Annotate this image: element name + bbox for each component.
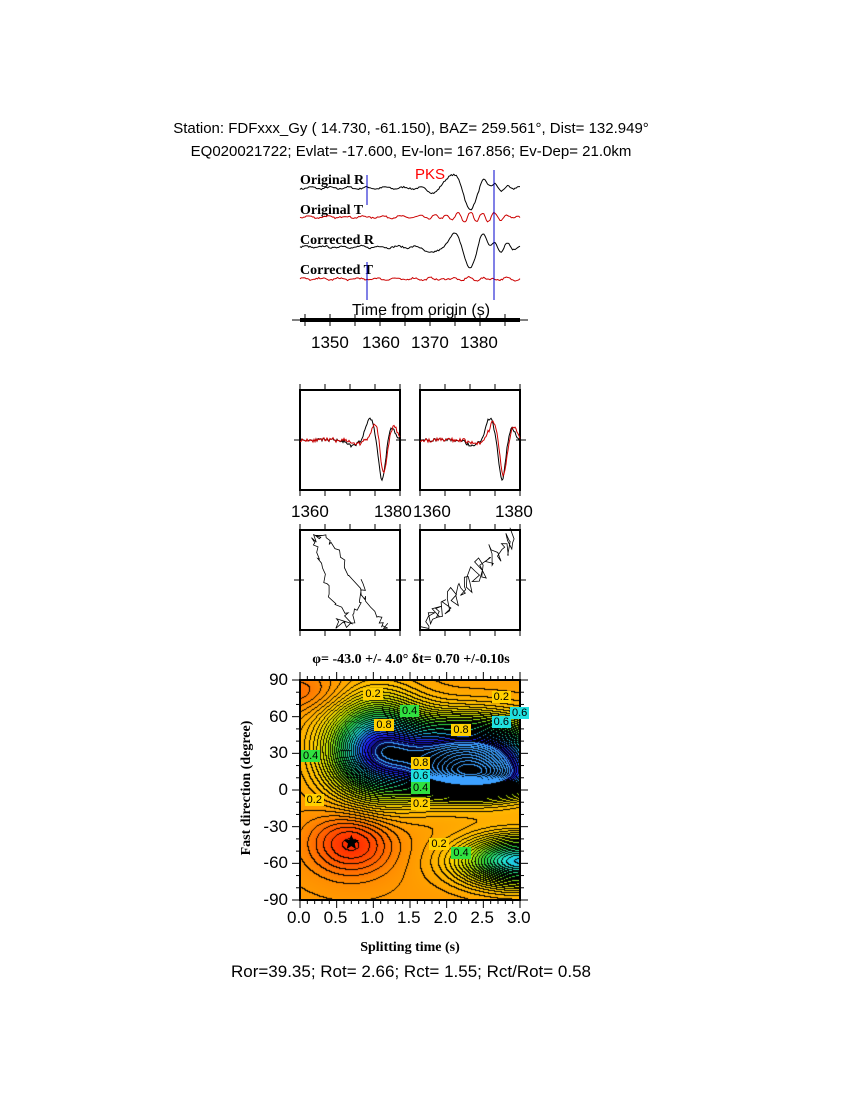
contour-label: 0.6 [510,707,530,720]
x-tick-label: 2.5 [470,908,494,927]
y-tick-label: -90 [263,890,288,909]
trace-label: Corrected T [300,263,373,278]
contour-label: 0.2 [411,797,431,810]
y-tick-label: -60 [263,853,288,873]
x-tick-label: 0.5 [323,908,348,927]
trace-xtick: 1380 [460,333,498,352]
trace-label: Corrected R [300,233,374,248]
event-info: EQ020021722; Evlat= -17.600, Ev-lon= 167… [190,143,632,160]
contour-label: 0.4 [411,781,431,794]
trace-xlabel: Time from origin (s) [352,302,491,319]
contour-label: 0.2 [429,838,449,850]
contour-label: 0.4 [451,846,471,859]
contour-label: 0.8 [451,724,471,737]
trace-xtick: 1370 [411,333,449,352]
y-tick-label: -30 [263,816,288,836]
y-tick-label: 0 [278,780,288,799]
x-tick-label: 3.0 [507,908,531,927]
trace-label: Original T [300,203,364,218]
x-axis-label: Splitting time (s) [360,940,460,955]
best-fit-star-icon [343,834,359,849]
contour-label: 0.2 [304,794,324,806]
waveform-trace [299,173,520,211]
contour-label: 0.8 [374,719,394,732]
panel-frame [299,389,401,491]
x-tick-label: 2.0 [433,908,458,927]
y-tick-label: 60 [269,706,288,726]
contour-label: 0.2 [491,691,511,704]
y-tick-label: 90 [269,670,288,689]
panel-frame [299,529,401,631]
x-tick-label: 1.0 [360,908,384,927]
panel-xtick: 1380 [374,502,412,521]
particle-motion-original [311,534,389,629]
panel-xtick: 1360 [291,502,329,521]
contour-label: 0.4 [400,704,420,717]
panel-frame [419,529,521,631]
station-info: Station: FDFxxx_Gy ( 14.730, -61.150), B… [173,120,649,137]
x-tick-label: 1.5 [397,908,421,927]
trace-xtick: 1350 [311,333,349,352]
trace-label: Original R [300,173,365,188]
panel-xtick: 1360 [413,502,451,521]
phase-label: PKS [415,166,446,183]
contour-label: 0.2 [363,687,383,700]
x-tick-label: 0.0 [287,908,311,927]
fast-component-trace [299,417,401,482]
panel-xtick: 1380 [495,502,533,521]
contour-label: 0.6 [411,769,431,782]
trace-xtick: 1360 [362,333,400,352]
waveform-trace [299,211,521,223]
waveform-trace [299,275,521,282]
waveform-trace [299,232,521,269]
contour-label: 0.8 [411,757,431,770]
footer-stats: Ror=39.35; Rot= 2.66; Rct= 1.55; Rct/Rot… [230,962,592,981]
particle-motion-corrected [419,527,515,630]
y-tick-label: 30 [269,743,288,763]
contour-label: 0.6 [491,715,511,728]
slow-component-trace [419,420,521,478]
chart-title: φ= -43.0 +/- 4.0° δt= 0.70 +/-0.10s [312,652,510,667]
contour-label: 0.4 [301,750,321,762]
slow-component-trace [299,423,401,474]
